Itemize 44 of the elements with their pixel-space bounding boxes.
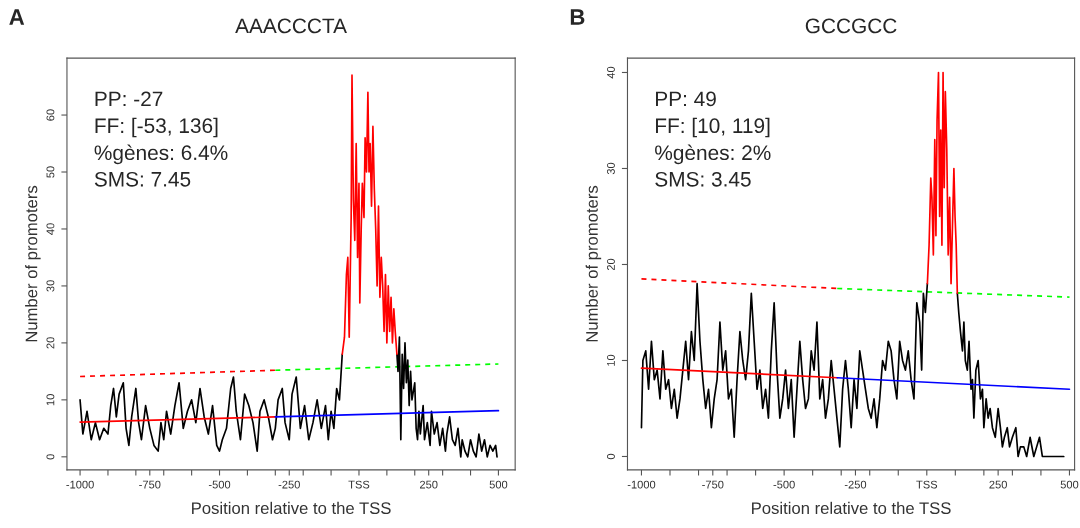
y-tick-label: 0 <box>46 454 55 460</box>
x-tick-label: 500 <box>1060 480 1079 489</box>
x-tick-label: -250 <box>844 480 867 489</box>
y-tick-label: 60 <box>46 109 55 121</box>
annotation: SMS: 7.45 <box>94 171 191 187</box>
x-tick-label: -500 <box>773 480 795 489</box>
annotation: FF: [10, 119] <box>656 117 770 138</box>
annotation: SMS: 3.45 <box>655 171 751 187</box>
x-tick-label: -750 <box>702 480 724 489</box>
x-tick-label: -250 <box>278 480 300 489</box>
x-tick-label: TSS <box>916 480 938 489</box>
x-tick-label: -500 <box>208 480 231 489</box>
y-tick-label: 20 <box>46 337 55 349</box>
annotation: PP: -27 <box>95 91 163 107</box>
x-tick-label: 250 <box>419 480 438 489</box>
chart-title: GCCGCC <box>805 18 897 34</box>
x-tick-label: -1000 <box>627 480 656 489</box>
annotation: FF: [-53, 136] <box>95 117 218 138</box>
annotation: %gènes: 2% <box>655 144 771 165</box>
chart-title: AAACCCTA <box>235 18 347 34</box>
x-axis-title: Position relative to the TSS <box>752 501 951 515</box>
x-axis-title: Position relative to the TSS <box>192 501 391 515</box>
y-tick-label: 30 <box>46 280 55 292</box>
y-tick-label: 10 <box>607 354 615 366</box>
line-series <box>926 71 959 295</box>
x-tick-label: -750 <box>139 480 161 489</box>
x-tick-label: -1000 <box>66 480 94 489</box>
annotation: %gènes: 6.4% <box>94 144 228 165</box>
y-tick-label: 0 <box>607 453 615 460</box>
y-axis-title: Number of promoters <box>25 185 41 342</box>
line-series <box>341 74 398 356</box>
y-tick-label: 10 <box>46 394 55 406</box>
y-tick-label: 40 <box>46 223 55 235</box>
y-tick-label: 50 <box>46 166 55 178</box>
x-tick-label: 250 <box>989 480 1007 489</box>
y-tick-label: 40 <box>607 66 615 79</box>
y-tick-label: 30 <box>607 162 615 175</box>
annotation: PP: 49 <box>656 91 716 107</box>
x-tick-label: TSS <box>348 480 370 489</box>
y-axis-title: Number of promoters <box>585 185 602 342</box>
text: B <box>570 9 585 25</box>
y-tick-label: 20 <box>607 258 615 271</box>
x-tick-label: 500 <box>489 480 508 489</box>
text: A <box>9 9 25 25</box>
